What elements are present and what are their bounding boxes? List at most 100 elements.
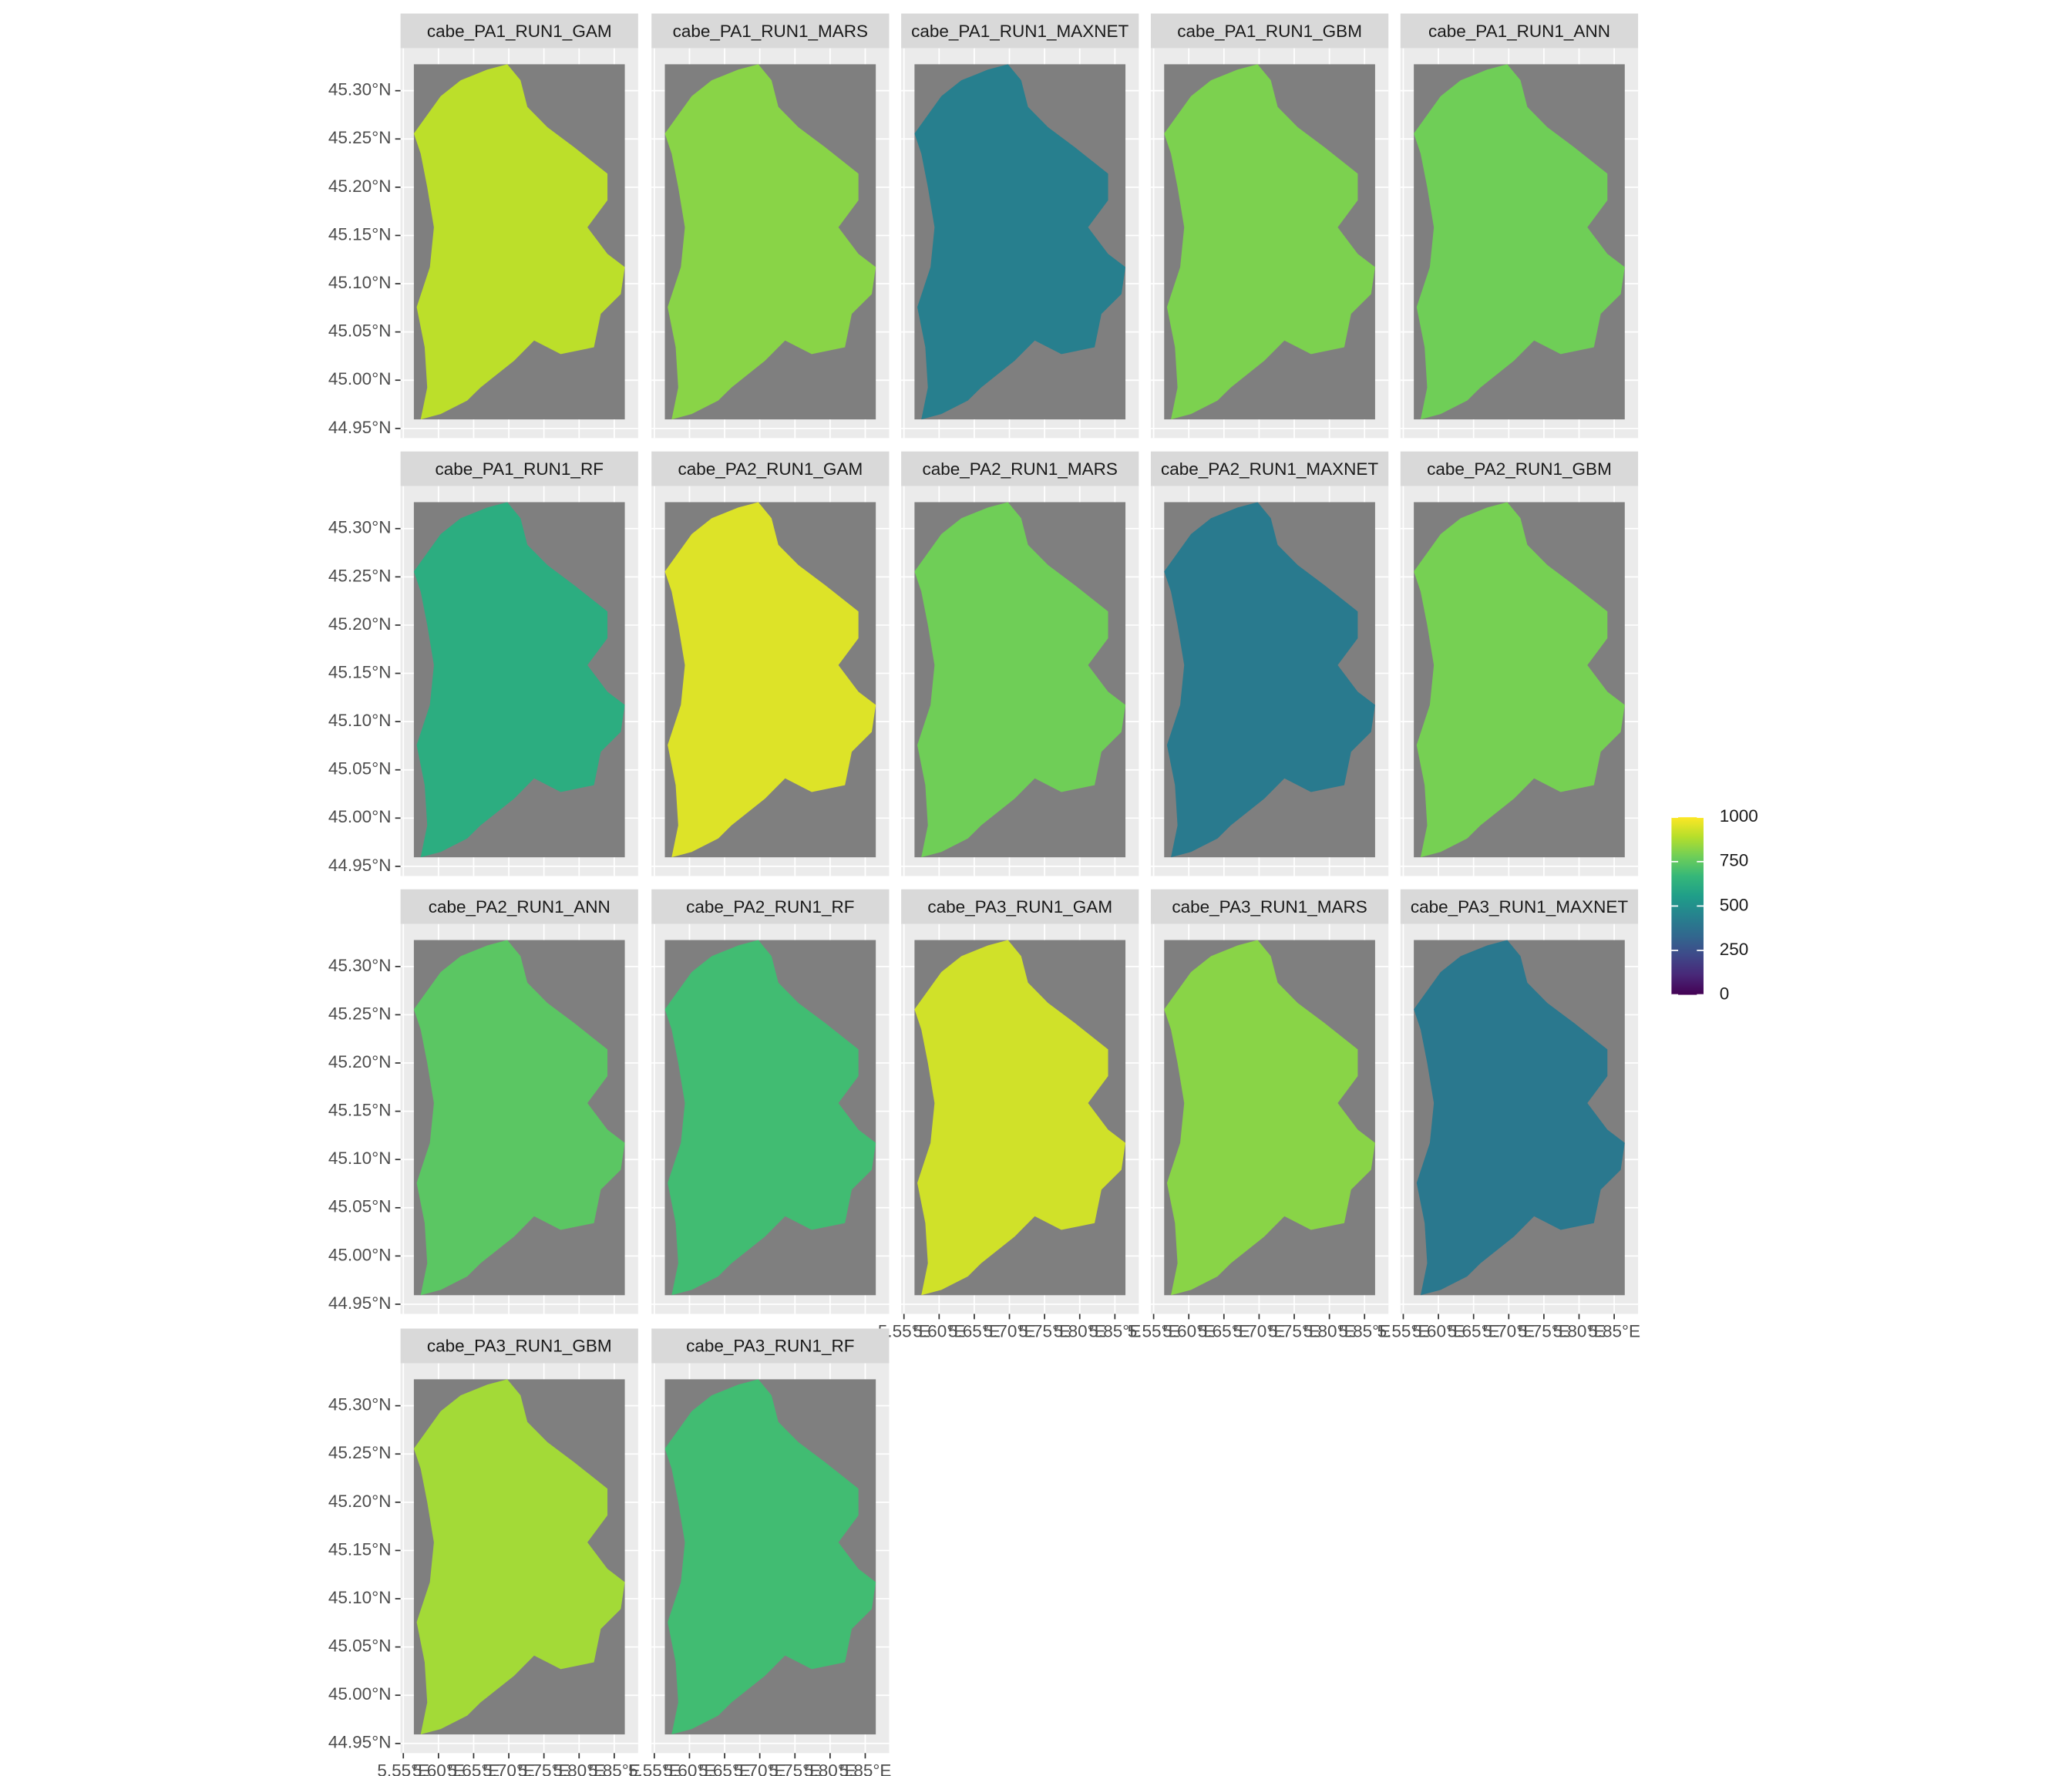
x-tick-label: 5.60°E xyxy=(664,1761,716,1776)
suitability-map xyxy=(914,940,1126,1296)
suitability-map xyxy=(664,64,876,420)
y-tick-label: 44.95°N xyxy=(328,1733,392,1752)
facet-title: cabe_PA3_RUN1_MAXNET xyxy=(1411,897,1628,917)
y-tick-label: 45.10°N xyxy=(328,711,392,730)
y-tick-label: 45.00°N xyxy=(328,807,392,826)
y-tick-label: 45.30°N xyxy=(328,956,392,975)
x-tick-label: 5.70°E xyxy=(1482,1322,1535,1341)
y-tick-label: 45.25°N xyxy=(328,1004,392,1023)
y-tick-label: 45.10°N xyxy=(328,273,392,292)
x-tick-label: 5.65°E xyxy=(448,1761,500,1776)
x-tick-label: 5.55°E xyxy=(1377,1322,1430,1341)
suitability-map xyxy=(1164,940,1375,1296)
x-tick-label: 5.65°E xyxy=(1448,1322,1500,1341)
legend-label: 1000 xyxy=(1720,806,1758,826)
y-tick-label: 45.05°N xyxy=(328,759,392,779)
suitability-map xyxy=(1414,502,1625,858)
x-tick-label: 5.80°E xyxy=(553,1761,605,1776)
x-tick-label: 5.70°E xyxy=(483,1761,535,1776)
y-tick-label: 44.95°N xyxy=(328,418,392,437)
facet-title: cabe_PA2_RUN1_MAXNET xyxy=(1161,459,1378,479)
y-tick-label: 45.10°N xyxy=(328,1149,392,1168)
x-tick-label: 5.80°E xyxy=(804,1761,856,1776)
x-tick-label: 5.60°E xyxy=(1162,1322,1215,1341)
y-tick-label: 45.20°N xyxy=(328,1052,392,1071)
y-tick-label: 45.25°N xyxy=(328,1443,392,1462)
y-tick-label: 45.00°N xyxy=(328,1684,392,1704)
y-tick-label: 45.30°N xyxy=(328,80,392,99)
facet-title: cabe_PA2_RUN1_RF xyxy=(686,897,854,917)
legend-label: 500 xyxy=(1720,895,1749,914)
strip xyxy=(651,889,890,924)
x-tick-label: 5.65°E xyxy=(948,1322,1001,1341)
facet-title: cabe_PA2_RUN1_GBM xyxy=(1427,459,1612,479)
strip xyxy=(400,1328,638,1364)
facet-title: cabe_PA1_RUN1_ANN xyxy=(1428,22,1610,41)
facet-title: cabe_PA1_RUN1_GBM xyxy=(1177,22,1362,41)
x-tick-label: 5.75°E xyxy=(769,1761,821,1776)
strip xyxy=(1150,13,1389,49)
strip xyxy=(1400,13,1639,49)
x-tick-label: 5.80°E xyxy=(1054,1322,1106,1341)
x-tick-label: 5.60°E xyxy=(412,1761,465,1776)
x-tick-label: 5.80°E xyxy=(1553,1322,1606,1341)
strip xyxy=(651,451,890,486)
facet-title: cabe_PA3_RUN1_MARS xyxy=(1172,897,1367,917)
facet-title: cabe_PA3_RUN1_RF xyxy=(686,1337,854,1356)
strip xyxy=(651,13,890,49)
strip xyxy=(400,451,638,486)
x-tick-label: 5.70°E xyxy=(984,1322,1036,1341)
x-tick-label: 5.70°E xyxy=(734,1761,786,1776)
strip xyxy=(901,451,1139,486)
x-tick-label: 5.55°E xyxy=(628,1761,681,1776)
x-tick-label: 5.75°E xyxy=(1268,1322,1320,1341)
legend-label: 250 xyxy=(1720,940,1749,959)
x-tick-label: 5.65°E xyxy=(1198,1322,1250,1341)
x-tick-label: 5.85°E xyxy=(839,1761,892,1776)
y-tick-label: 45.05°N xyxy=(328,321,392,341)
suitability-map xyxy=(664,940,876,1296)
strip xyxy=(400,889,638,924)
strip xyxy=(1150,451,1389,486)
facet-title: cabe_PA1_RUN1_MAXNET xyxy=(911,22,1128,41)
suitability-map xyxy=(413,64,625,420)
facet-title: cabe_PA1_RUN1_RF xyxy=(436,459,604,479)
suitability-map xyxy=(914,502,1126,858)
x-tick-label: 5.70°E xyxy=(1233,1322,1286,1341)
y-tick-label: 45.05°N xyxy=(328,1636,392,1656)
y-tick-label: 45.00°N xyxy=(328,1245,392,1264)
suitability-map xyxy=(413,502,625,858)
y-tick-label: 45.15°N xyxy=(328,1101,392,1120)
x-tick-label: 5.85°E xyxy=(1588,1322,1640,1341)
suitability-map xyxy=(1164,502,1375,858)
x-tick-label: 5.80°E xyxy=(1303,1322,1356,1341)
y-tick-label: 44.95°N xyxy=(328,1293,392,1313)
strip xyxy=(1400,451,1639,486)
x-tick-label: 5.85°E xyxy=(1088,1322,1141,1341)
y-tick-label: 45.00°N xyxy=(328,369,392,388)
suitability-map xyxy=(664,502,876,858)
x-tick-label: 5.85°E xyxy=(588,1761,641,1776)
facet-title: cabe_PA2_RUN1_MARS xyxy=(922,459,1117,479)
y-tick-label: 45.20°N xyxy=(328,177,392,196)
suitability-map xyxy=(664,1379,876,1735)
x-tick-label: 5.85°E xyxy=(1338,1322,1391,1341)
legend-label: 0 xyxy=(1720,984,1730,1004)
x-tick-label: 5.65°E xyxy=(698,1761,751,1776)
y-tick-label: 45.20°N xyxy=(328,1492,392,1511)
facet-title: cabe_PA3_RUN1_GBM xyxy=(427,1337,612,1356)
y-tick-label: 45.15°N xyxy=(328,662,392,681)
legend-label: 750 xyxy=(1720,851,1749,870)
facet-title: cabe_PA1_RUN1_GAM xyxy=(427,22,612,41)
facet-title: cabe_PA2_RUN1_GAM xyxy=(678,459,863,479)
suitability-map xyxy=(413,940,625,1296)
strip xyxy=(901,889,1139,924)
suitability-map xyxy=(1414,64,1625,420)
x-tick-label: 5.60°E xyxy=(1412,1322,1465,1341)
strip xyxy=(1150,889,1389,924)
x-tick-label: 5.55°E xyxy=(377,1761,429,1776)
suitability-map xyxy=(413,1379,625,1735)
y-tick-label: 44.95°N xyxy=(328,856,392,875)
